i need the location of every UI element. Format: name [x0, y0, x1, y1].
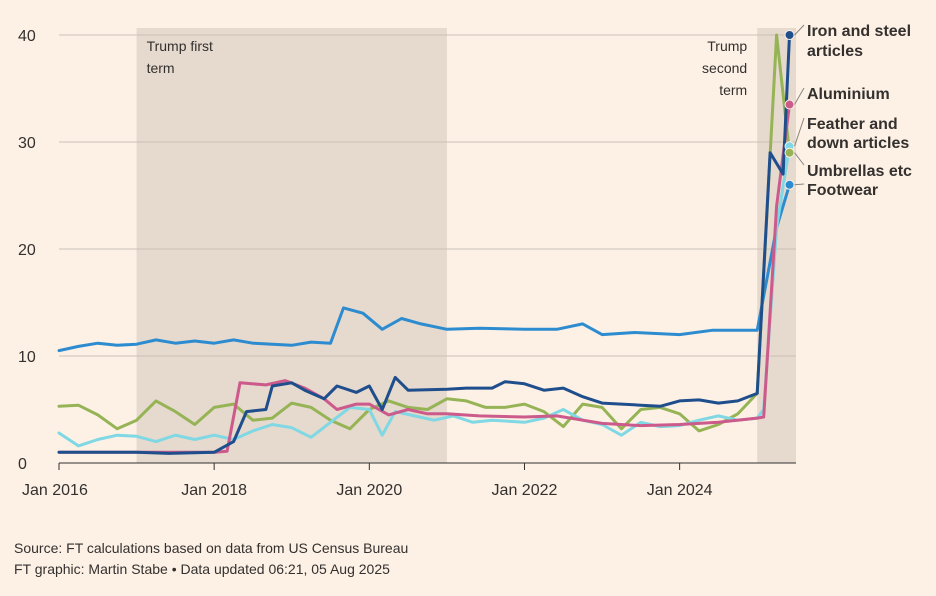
period-label: term — [719, 82, 747, 98]
x-tick-label: Jan 2020 — [336, 482, 402, 499]
period-label: second — [702, 60, 747, 76]
series-label: Umbrellas etc — [807, 163, 912, 180]
label-leader — [794, 87, 805, 105]
series-label: Iron and steel — [807, 23, 911, 40]
series-end-dot — [784, 30, 795, 40]
period-label: Trump — [707, 38, 747, 54]
series-end-dot — [784, 99, 795, 110]
label-leader — [794, 24, 805, 36]
label-leader — [794, 117, 805, 147]
series-line-2 — [57, 103, 791, 454]
series-line-5 — [57, 183, 791, 353]
label-leader — [794, 152, 805, 166]
x-tick-label: Jan 2016 — [22, 482, 88, 499]
y-tick-label: 20 — [18, 242, 36, 259]
series-label: Aluminium — [807, 86, 890, 103]
series-label: articles — [807, 43, 863, 60]
label-leader — [794, 183, 805, 186]
y-tick-label: 10 — [18, 349, 36, 366]
y-tick-label: 0 — [18, 456, 27, 473]
series-label: Feather and — [807, 116, 898, 133]
series-end-dot — [784, 179, 795, 190]
series-label: down articles — [807, 135, 909, 152]
source-note: Source: FT calculations based on data fr… — [14, 540, 409, 556]
y-tick-label: 40 — [18, 28, 36, 45]
period-label: Trump first — [147, 38, 213, 54]
series-line-1 — [57, 33, 791, 455]
series-label: Footwear — [807, 182, 878, 199]
x-tick-label: Jan 2022 — [492, 482, 558, 499]
series-end-dot — [784, 147, 795, 158]
period-label: term — [147, 60, 175, 76]
y-tick-label: 30 — [18, 135, 36, 152]
x-tick-label: Jan 2024 — [647, 482, 713, 499]
series-line-4 — [57, 33, 791, 433]
shaded-period-1 — [136, 28, 447, 463]
credit-note: FT graphic: Martin Stabe • Data updated … — [14, 561, 390, 577]
x-tick-label: Jan 2018 — [181, 482, 247, 499]
